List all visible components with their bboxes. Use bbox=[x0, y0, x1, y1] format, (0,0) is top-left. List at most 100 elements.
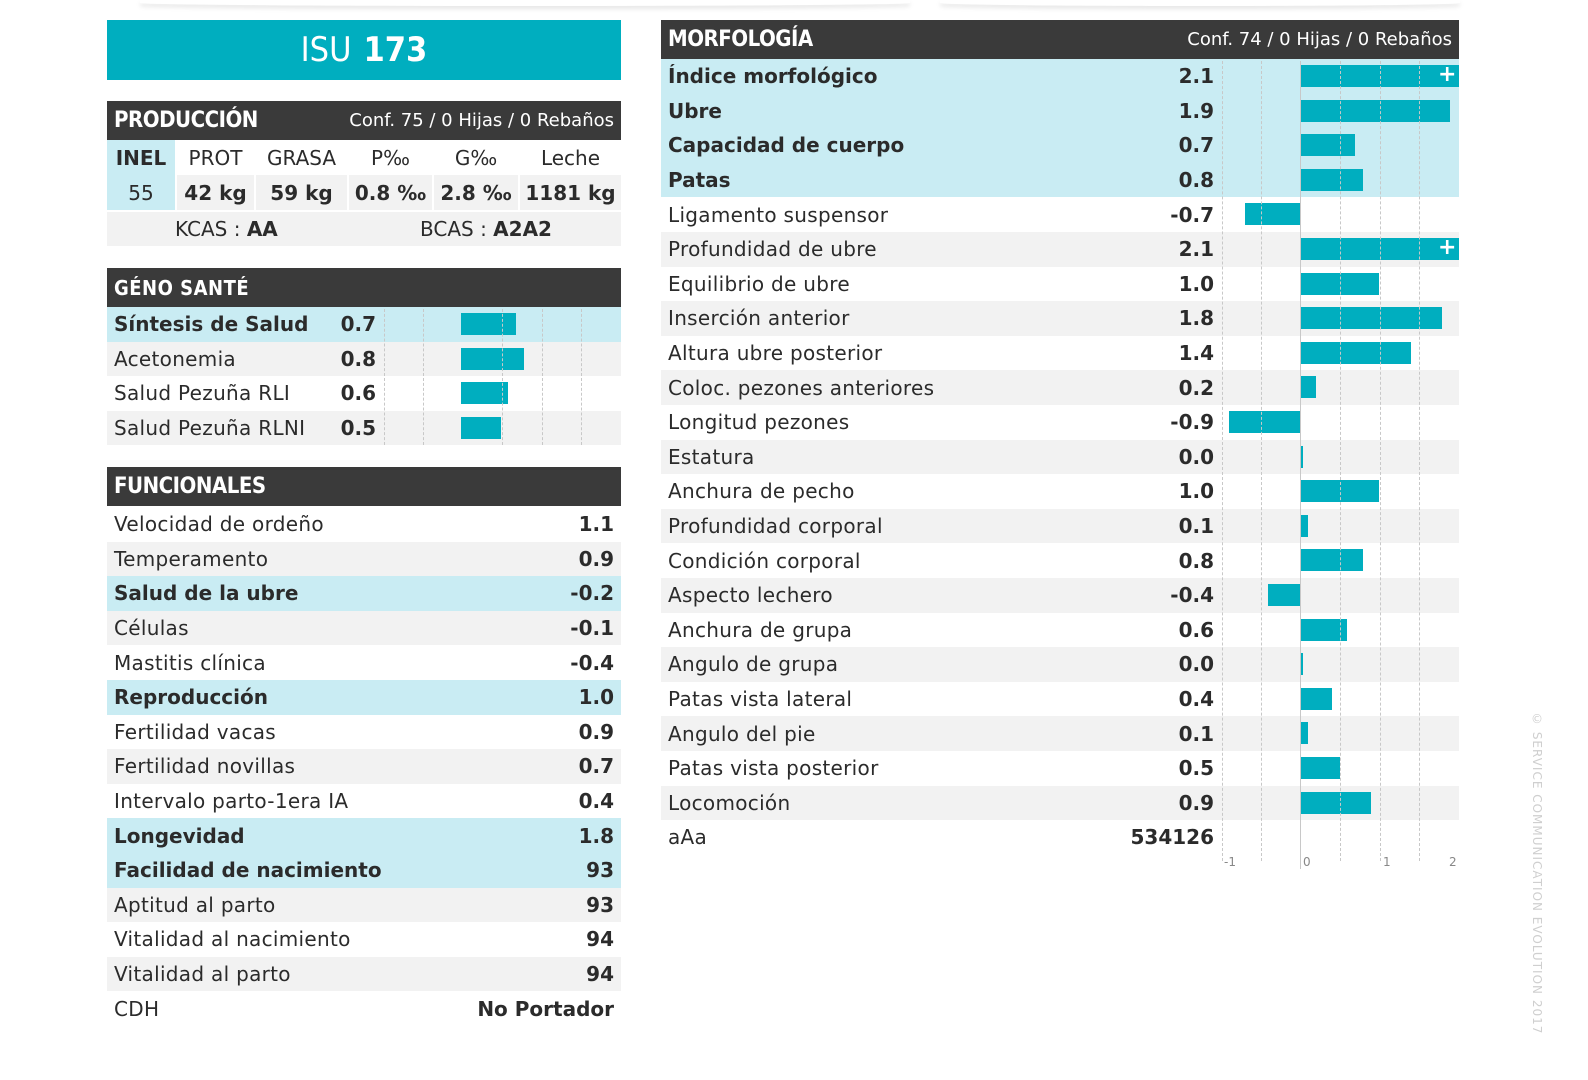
morfologia-row-label: Profundidad de ubre bbox=[668, 237, 877, 262]
morfologia-row-label: Profundidad corporal bbox=[668, 514, 883, 539]
morfologia-row: Patas vista lateral 0.4 bbox=[661, 682, 1459, 717]
funcionales-row: Fertilidad vacas 0.9 bbox=[107, 715, 621, 750]
funcionales-row: Vitalidad al parto 94 bbox=[107, 956, 621, 992]
genosante-bar bbox=[461, 347, 525, 370]
morfologia-row: Angulo de grupa 0.0 bbox=[661, 647, 1459, 682]
funcionales-row-label: Fertilidad novillas bbox=[114, 754, 296, 779]
funcionales-row-value: 1.0 bbox=[578, 685, 614, 710]
morfologia-bar bbox=[1228, 411, 1300, 433]
genosante-row-label: Salud Pezuña RLNI bbox=[114, 416, 306, 441]
funcionales-row: Aptitud al parto 93 bbox=[107, 887, 621, 923]
funcionales-row-value: 94 bbox=[586, 927, 614, 952]
morfologia-row-label: Longitud pezones bbox=[668, 410, 850, 435]
morfologia-row-value: 0.1 bbox=[1178, 721, 1214, 746]
produccion-title: PRODUCCIÓN bbox=[114, 108, 258, 133]
morfologia-bar bbox=[1300, 549, 1364, 572]
funcionales-row-label: Reproducción bbox=[114, 685, 268, 710]
produccion-grid: INEL PROT GRASA P‰ G‰ Leche 55 42 kg 59 kg 0.8 ‰… bbox=[107, 140, 621, 210]
morfologia-row-label: Equilibrio de ubre bbox=[668, 271, 850, 296]
morfologia-bar bbox=[1244, 203, 1300, 226]
produccion-col-4-header: G‰ bbox=[434, 140, 520, 175]
morfologia-row-value: 0.9 bbox=[1178, 790, 1214, 815]
morfologia-aaa-row: aAa 534126 bbox=[661, 820, 1459, 855]
morfologia-row-label: Altura ubre posterior bbox=[668, 341, 883, 366]
funcionales-row-label: Fertilidad vacas bbox=[114, 719, 277, 744]
produccion-col-2-value: 59 kg bbox=[256, 175, 349, 210]
funcionales-row-label: CDH bbox=[114, 996, 160, 1021]
top-decoration-left bbox=[140, 0, 910, 6]
morfologia-row-value: 0.1 bbox=[1178, 514, 1214, 539]
genosante-header: GÉNO SANTÉ bbox=[107, 268, 621, 307]
isu-label: ISU bbox=[300, 30, 352, 70]
genosante-bar bbox=[461, 416, 501, 439]
kcas: KCAS : AA bbox=[175, 217, 278, 241]
morfologia-row-value: -0.9 bbox=[1170, 410, 1214, 435]
morfologia-row-value: -0.7 bbox=[1170, 202, 1214, 227]
funcionales-row: Células -0.1 bbox=[107, 610, 621, 646]
genosante-row: Salud Pezuña RLNI 0.5 bbox=[107, 410, 621, 446]
morfologia-row-label: Locomoción bbox=[668, 790, 791, 815]
genosante-bar bbox=[461, 313, 517, 335]
morfologia-row: Equilibrio de ubre 1.0 bbox=[661, 267, 1459, 302]
funcionales-row-label: Células bbox=[114, 616, 189, 641]
funcionales-row-label: Velocidad de ordeño bbox=[114, 512, 324, 537]
funcionales-row-value: 0.9 bbox=[578, 719, 614, 744]
morfologia-bar bbox=[1300, 341, 1411, 364]
morfologia-row-label: Estatura bbox=[668, 444, 755, 469]
morfologia-row-label: Ligamento suspensor bbox=[668, 202, 889, 227]
morfologia-gridline bbox=[1380, 61, 1381, 861]
morfologia-row-label: Condición corporal bbox=[668, 548, 861, 573]
produccion-conf: Conf. 75 / 0 Hijas / 0 Rebaños bbox=[349, 110, 614, 131]
funcionales-row-value: No Portador bbox=[477, 996, 614, 1021]
morfologia-row: Patas vista posterior 0.5 bbox=[661, 751, 1459, 786]
morfologia-row-value: 2.1 bbox=[1178, 64, 1214, 89]
funcionales-row: Facilidad de nacimiento 93 bbox=[107, 853, 621, 888]
cas-row: KCAS : AA BCAS : A2A2 bbox=[107, 212, 621, 246]
produccion-col-2-header: GRASA bbox=[256, 140, 349, 175]
genosante-gridline bbox=[384, 309, 385, 445]
axis-tick-label: -1 bbox=[1224, 855, 1236, 869]
morfologia-row-value: 2.1 bbox=[1178, 237, 1214, 262]
morfologia-row-label: Ubre bbox=[668, 98, 722, 123]
produccion-col-0-header: INEL bbox=[107, 140, 177, 175]
morfologia-gridline bbox=[1419, 61, 1420, 861]
funcionales-row: Fertilidad novillas 0.7 bbox=[107, 749, 621, 784]
genosante-row: Salud Pezuña RLI 0.6 bbox=[107, 376, 621, 411]
funcionales-row-value: 93 bbox=[586, 858, 614, 883]
genosante-row: Acetonemia 0.8 bbox=[107, 341, 621, 377]
morfologia-bar bbox=[1300, 757, 1340, 779]
funcionales-row-label: Aptitud al parto bbox=[114, 892, 276, 917]
morfologia-gridline bbox=[1261, 61, 1262, 861]
funcionales-row-label: Vitalidad al parto bbox=[114, 962, 291, 987]
morfologia-row-label: Patas vista posterior bbox=[668, 756, 879, 781]
funcionales-row-value: 94 bbox=[586, 962, 614, 987]
morfologia-bar bbox=[1268, 584, 1300, 606]
produccion-col-5-value: 1181 kg bbox=[525, 180, 616, 205]
funcionales-row-label: Temperamento bbox=[114, 546, 269, 571]
bcas-label: BCAS : bbox=[420, 217, 494, 241]
morfologia-bar bbox=[1300, 168, 1364, 191]
morfologia-row-value: 1.9 bbox=[1178, 98, 1214, 123]
genosante-logo: GÉNO SANTÉ bbox=[114, 275, 250, 300]
kcas-value: AA bbox=[246, 217, 278, 241]
morfologia-row-value: 1.8 bbox=[1178, 306, 1214, 331]
genosante-row-value: 0.8 bbox=[340, 346, 376, 371]
funcionales-row-value: 1.1 bbox=[578, 512, 614, 537]
funcionales-header: FUNCIONALES bbox=[107, 467, 621, 506]
morfologia-row-label: Aspecto lechero bbox=[668, 583, 833, 608]
axis-tick-label: 1 bbox=[1383, 855, 1391, 869]
genosante-row: Síntesis de Salud 0.7 bbox=[107, 307, 621, 342]
morfologia-row-value: 0.4 bbox=[1178, 687, 1214, 712]
copyright: © SERVICE COMMUNICATION EVOLUTION 2017 bbox=[1530, 712, 1544, 1035]
morfologia-row-value: 0.6 bbox=[1178, 617, 1214, 642]
genosante-gridline bbox=[423, 309, 424, 445]
genosante-row-label: Salud Pezuña RLI bbox=[114, 381, 291, 406]
morfologia-row: Coloc. pezones anteriores 0.2 bbox=[661, 370, 1459, 405]
morfologia-row: Condición corporal 0.8 bbox=[661, 543, 1459, 578]
funcionales-row-label: Vitalidad al nacimiento bbox=[114, 927, 351, 952]
funcionales-row: Longevidad 1.8 bbox=[107, 818, 621, 853]
produccion-col-4-value: 2.8 ‰ bbox=[434, 175, 520, 210]
morfologia-row-label: Anchura de pecho bbox=[668, 479, 855, 504]
aaa-value: 534126 bbox=[1130, 825, 1215, 850]
aaa-label: aAa bbox=[668, 825, 708, 850]
